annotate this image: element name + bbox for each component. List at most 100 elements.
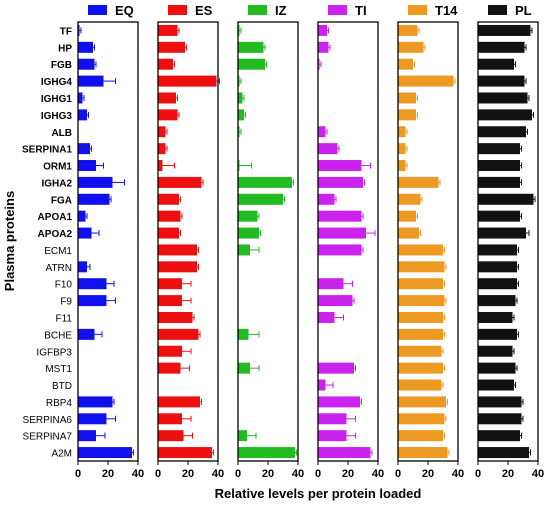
bar-ti-fgb [318,58,320,70]
bar-iz-a2m [238,447,295,459]
x-tick-label-eq-20: 20 [102,468,114,480]
category-label-f9: F9 [60,297,72,308]
category-label-f11: F11 [56,313,73,324]
bar-es-hp [158,41,185,53]
bar-pl-serpina7 [478,430,520,442]
bar-eq-ighg1 [78,92,83,104]
bar-eq-f9 [78,295,107,307]
bar-es-a2m [158,447,212,459]
bar-ti-orm1 [318,160,362,172]
bar-pl-alb [478,126,526,138]
bar-pl-hp [478,41,525,53]
bar-es-rbp4 [158,396,200,408]
bar-es-mst1 [158,362,181,374]
category-label-ecm1: ECM1 [44,246,72,257]
bar-ti-serpina6 [318,413,347,425]
x-tick-label-iz-0: 0 [235,468,241,480]
panel-frame-es [157,21,219,462]
bar-t14-mst1 [398,362,443,374]
bar-pl-apoa2 [478,227,526,239]
bar-pl-mst1 [478,362,516,374]
bar-eq-igha2 [78,176,113,188]
bar-es-f11 [158,311,193,323]
category-label-apoa2: APOA2 [38,229,73,240]
bar-es-f10 [158,278,182,290]
category-label-ighg3: IGHG3 [41,111,73,122]
bar-t14-ighg3 [398,109,416,121]
bar-iz-bche [238,328,249,340]
bar-iz-mst1 [238,362,250,374]
x-tick-label-es-0: 0 [155,468,161,480]
bar-eq-atrn [78,261,87,273]
bar-es-fga [158,193,179,205]
bar-t14-serpina7 [398,430,443,442]
bar-eq-rbp4 [78,396,113,408]
legend-label-ti: TI [355,3,367,18]
bar-ti-serpina1 [318,143,338,155]
bar-iz-orm1 [238,160,240,172]
category-label-rbp4: RBP4 [46,398,73,409]
bar-es-ecm1 [158,244,197,256]
bar-pl-bche [478,328,517,340]
category-label-serpina6: SERPINA6 [23,415,73,426]
x-tick-label-pl-0: 0 [475,468,481,480]
legend-label-eq: EQ [115,3,134,18]
bar-es-ighg4 [158,75,217,87]
bar-t14-fgb [398,58,413,70]
x-tick-label-ti-20: 20 [342,468,354,480]
bar-t14-f10 [398,278,443,290]
x-tick-label-ti-40: 40 [372,468,384,480]
bar-t14-apoa1 [398,210,416,222]
bar-t14-f9 [398,295,445,307]
bar-iz-alb [238,126,240,138]
bar-iz-serpina7 [238,430,247,442]
bar-t14-tf [398,24,418,36]
category-label-ighg1: IGHG1 [41,94,73,105]
bar-eq-apoa1 [78,210,86,222]
bar-ti-btd [318,379,326,391]
bar-pl-igha2 [478,176,520,188]
x-tick-label-eq-0: 0 [75,468,81,480]
bar-iz-ighg3 [238,109,244,121]
bar-t14-ighg1 [398,92,416,104]
bar-t14-atrn [398,261,445,273]
bar-pl-serpina1 [478,143,520,155]
bar-eq-bche [78,328,95,340]
bar-t14-a2m [398,447,448,459]
x-tick-label-iz-40: 40 [292,468,304,480]
x-tick-label-pl-20: 20 [502,468,514,480]
bar-ti-apoa2 [318,227,366,239]
bar-es-apoa2 [158,227,179,239]
legend-label-pl: PL [515,3,532,18]
bar-es-serpina1 [158,143,166,155]
panel-frame-t14 [397,21,459,462]
bar-es-orm1 [158,160,163,172]
bar-es-bche [158,328,199,340]
bar-es-ighg1 [158,92,176,104]
bar-es-serpina7 [158,430,184,442]
category-label-fga: FGA [51,195,72,206]
bar-iz-tf [238,24,240,36]
bar-t14-igha2 [398,176,439,188]
x-tick-label-pl-40: 40 [532,468,544,480]
bar-pl-ecm1 [478,244,517,256]
bar-pl-ighg1 [478,92,528,104]
bar-ti-igha2 [318,176,363,188]
category-label-tf: TF [60,26,72,37]
bar-pl-serpina6 [478,413,522,425]
bar-t14-igfbp3 [398,345,442,357]
legend-label-iz: IZ [275,3,287,18]
bar-t14-orm1 [398,160,406,172]
bar-ti-f11 [318,311,335,323]
x-tick-label-iz-20: 20 [262,468,274,480]
bar-iz-ighg1 [238,92,243,104]
bar-t14-rbp4 [398,396,446,408]
legend-swatch-es [168,5,187,15]
panel-frame-iz [237,21,299,462]
bar-t14-hp [398,41,424,53]
legend-label-t14: T14 [435,3,458,18]
bar-eq-serpina1 [78,143,90,155]
bar-pl-a2m [478,447,529,459]
